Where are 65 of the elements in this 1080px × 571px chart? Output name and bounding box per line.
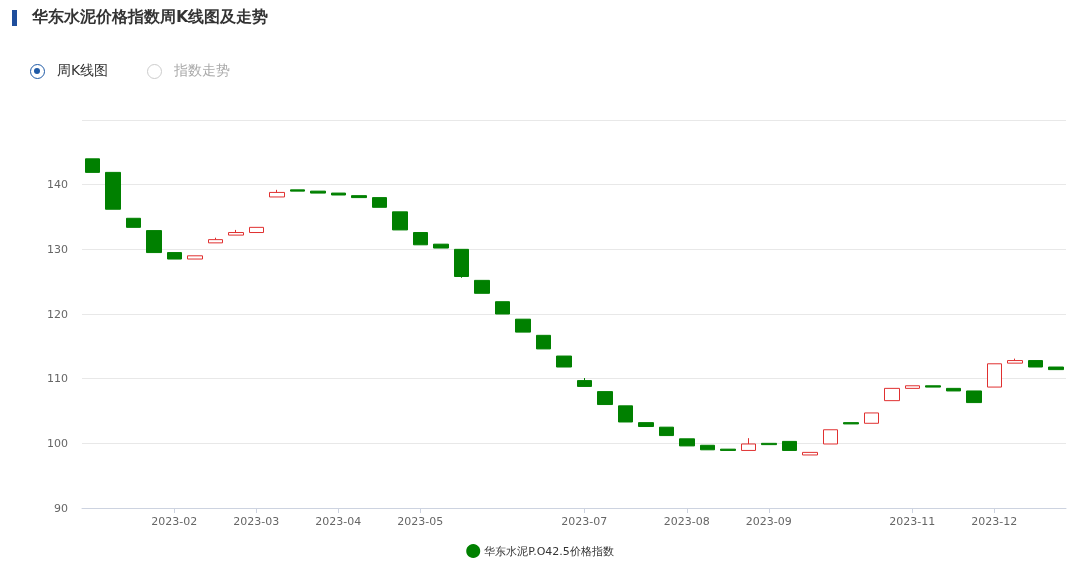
- candlestick: [905, 385, 920, 389]
- x-tick-label: 2023-07: [561, 515, 608, 528]
- candlestick: [228, 229, 244, 236]
- candlestick: [208, 237, 223, 244]
- x-tick-label: 2023-02: [151, 515, 198, 528]
- y-tick-label: 120: [47, 307, 68, 321]
- candlestick: [556, 355, 572, 368]
- candlestick: [536, 334, 551, 350]
- y-tick-label: 130: [47, 242, 68, 256]
- candlestick: [597, 391, 613, 406]
- candlestick: [351, 195, 367, 199]
- candlestick: [167, 252, 182, 260]
- candlestick: [700, 444, 715, 451]
- candlestick: [577, 377, 592, 387]
- text: 指数走势: [174, 62, 230, 80]
- candlestick: [269, 189, 285, 198]
- y-tick-label: 90: [54, 501, 68, 515]
- chart-title: 华东水泥价格指数周K线图及走势: [32, 7, 269, 28]
- candlestick: [987, 363, 1002, 388]
- candlestick: [372, 197, 387, 208]
- candlestick: [946, 387, 961, 392]
- candlestick: [966, 390, 982, 404]
- x-tick-label: 2023-11: [889, 515, 936, 528]
- candlestick: [659, 426, 674, 437]
- y-tick-label: 110: [47, 372, 68, 386]
- candlestick: [474, 279, 490, 294]
- candlestick: [454, 248, 469, 279]
- candlestick: [884, 387, 900, 402]
- candlestick: [843, 422, 859, 425]
- x-tick-label: 2023-08: [663, 515, 710, 528]
- candlestick: [638, 422, 654, 428]
- candlestick: [146, 230, 162, 254]
- x-tick-label: 2023-04: [315, 515, 362, 528]
- x-tick-label: 2023-12: [971, 515, 1018, 528]
- candlestick: [392, 211, 408, 231]
- candlestick: [433, 243, 449, 249]
- candlestick: [823, 429, 838, 445]
- x-tick-label: 2023-05: [397, 515, 444, 528]
- candlestick: [290, 189, 305, 192]
- text: 周K线图: [57, 62, 109, 80]
- candlestick: [413, 232, 428, 246]
- candlestick: [864, 412, 879, 424]
- candlestick: [495, 301, 510, 315]
- candlestick: [741, 437, 756, 451]
- candlestick: [782, 440, 797, 451]
- x-tick-label: 2023-09: [745, 515, 792, 528]
- candlestick: [1007, 358, 1023, 364]
- candlestick: [310, 190, 326, 194]
- candlestick: [187, 255, 203, 260]
- y-tick-label: 140: [47, 178, 68, 192]
- candlestick: [618, 405, 633, 423]
- candlestick: [85, 158, 100, 173]
- candlestick: [249, 226, 264, 234]
- candlestick: [679, 438, 695, 447]
- legend-label: 华东水泥P.O42.5价格指数: [484, 544, 614, 558]
- candlestick: [1028, 360, 1043, 368]
- candlestick: [126, 217, 141, 228]
- candlestick: [331, 192, 346, 196]
- candlestick: [105, 171, 121, 210]
- y-tick-label: 100: [47, 436, 68, 450]
- candlestick: [1048, 366, 1064, 371]
- candlestick: [515, 318, 531, 333]
- candlestick: [802, 451, 818, 456]
- candlestick: [925, 385, 941, 388]
- x-tick-label: 2023-03: [233, 515, 280, 528]
